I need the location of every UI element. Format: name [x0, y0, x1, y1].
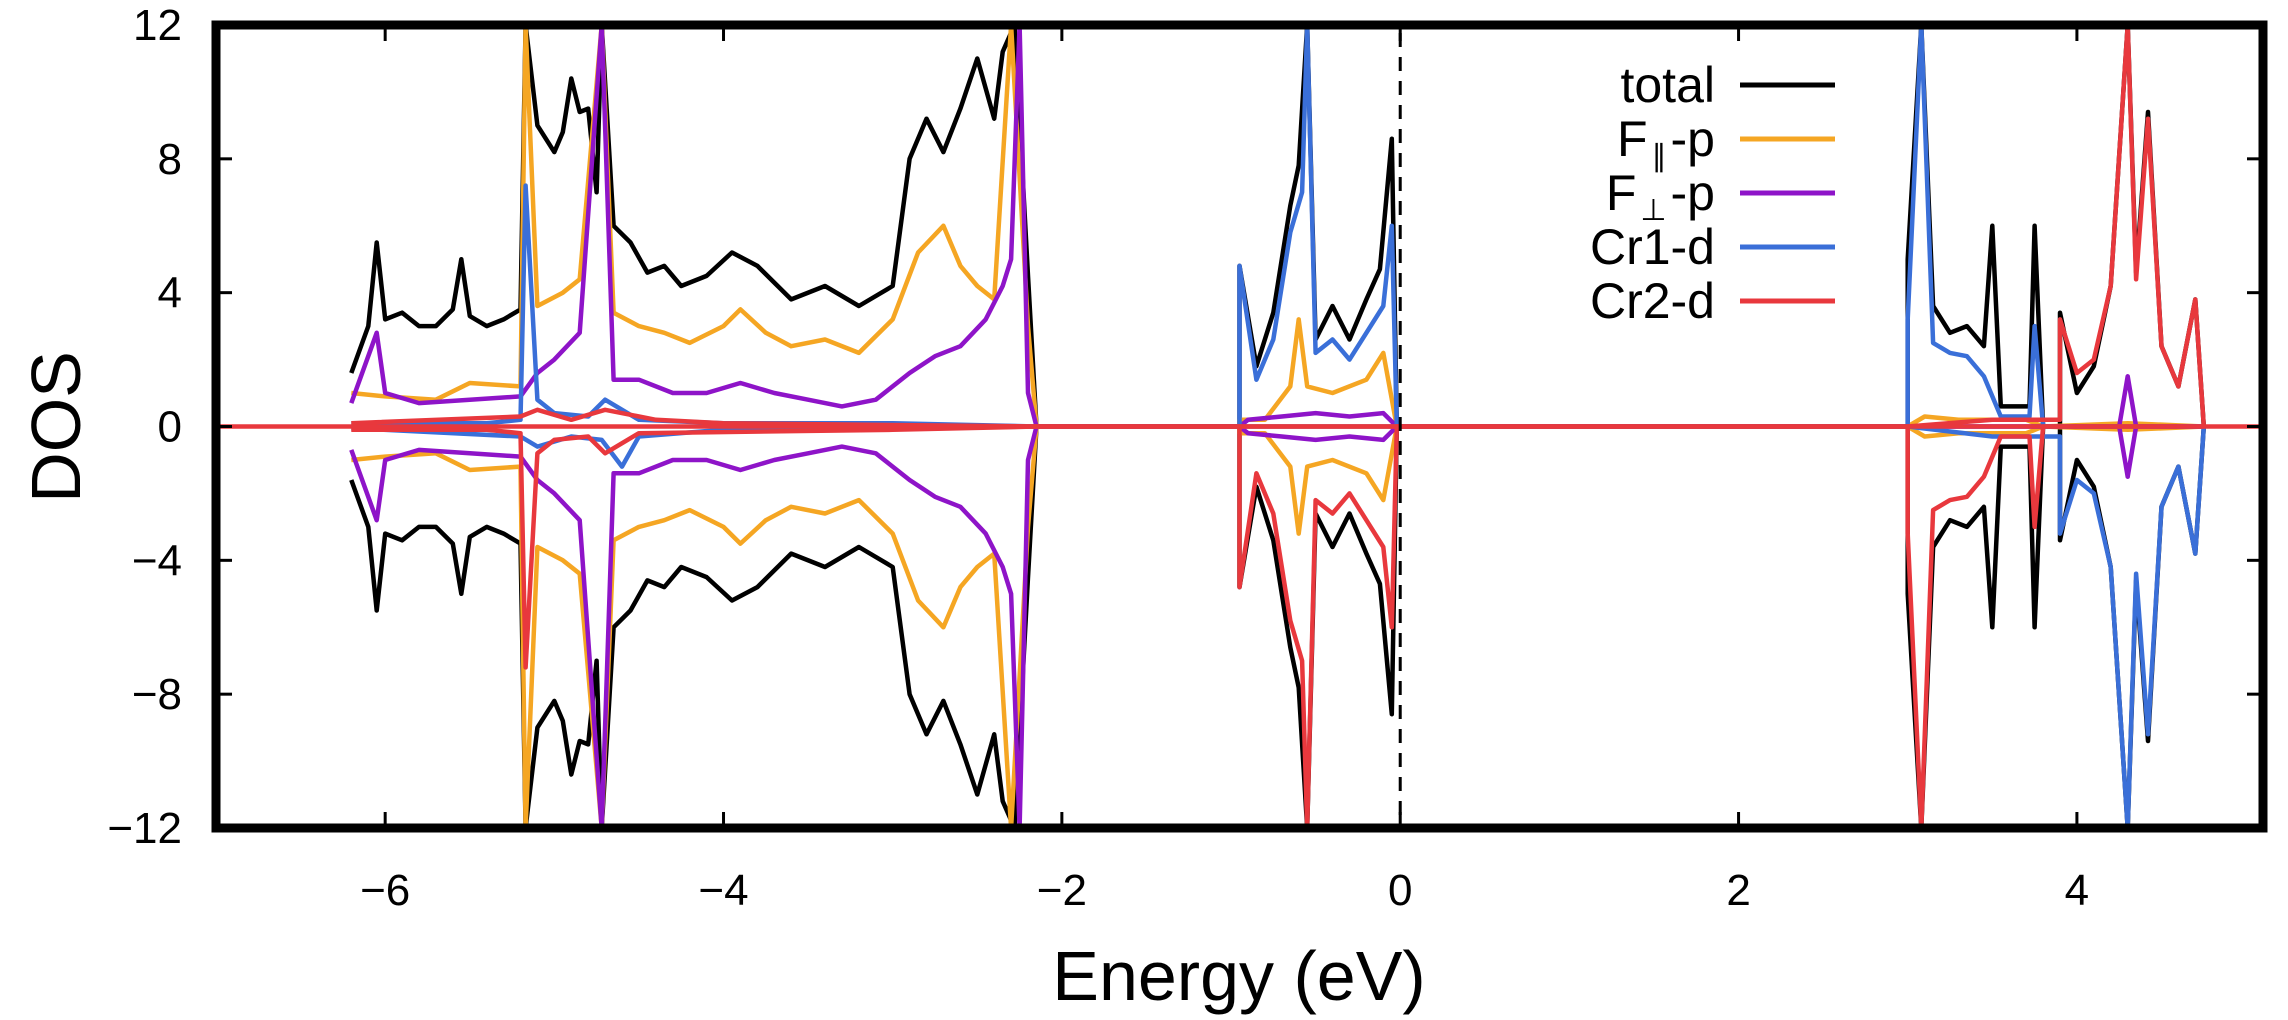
y-tick-label: −8: [132, 670, 182, 719]
legend-label-main: F: [1617, 111, 1648, 167]
series-5-spin-down-line: [351, 424, 2204, 828]
y-tick-label: 0: [158, 403, 182, 452]
legend-entry: Cr2-d: [1590, 273, 1835, 329]
legend-entry: total: [1620, 57, 1835, 113]
series-3-spin-up-line: [349, 25, 2204, 429]
y-tick-label: 4: [158, 269, 182, 318]
legend-label-subscript: ⊥: [1640, 194, 1666, 227]
axis-ticks: −6 −4 −2 0 2 4 −12 −8 −4 0 4 8 12: [107, 1, 2263, 915]
legend-label: Cr1-d: [1590, 219, 1715, 275]
legend-label: F ∥-p: [1617, 111, 1715, 173]
y-tick-label: 12: [133, 1, 182, 50]
legend-label: F ⊥-p: [1606, 165, 1715, 227]
x-tick-label: −4: [698, 866, 748, 915]
x-tick-label: −2: [1037, 866, 1087, 915]
legend-label-main: F: [1606, 165, 1637, 221]
legend-label-subscript: ∥: [1652, 140, 1667, 173]
series-5-spin-up-line: [351, 25, 2207, 429]
legend-entry: F ∥-p: [1617, 111, 1835, 173]
x-axis-title: Energy (eV): [1052, 937, 1425, 1015]
x-tick-label: 0: [1388, 866, 1412, 915]
legend-label: Cr2-d: [1590, 273, 1715, 329]
legend-label-suffix: -p: [1671, 111, 1715, 167]
series-3-spin-down-line: [349, 424, 2204, 828]
plot-area: [216, 25, 2263, 828]
y-tick-label: −12: [107, 804, 182, 853]
x-tick-label: 4: [2065, 866, 2089, 915]
legend-label: total: [1620, 57, 1715, 113]
legend-label-main: Cr2-d: [1590, 273, 1715, 329]
x-tick-label: 2: [1726, 866, 1750, 915]
legend-label-main: total: [1620, 57, 1715, 113]
legend-entry: F ⊥-p: [1606, 165, 1835, 227]
y-axis-title: DOS: [17, 351, 95, 503]
series-2-spin-down-line: [351, 424, 2204, 828]
legend-entry: Cr1-d: [1590, 219, 1835, 275]
x-tick-label: −6: [360, 866, 410, 915]
legend-label-main: Cr1-d: [1590, 219, 1715, 275]
y-tick-label: 8: [158, 135, 182, 184]
series-2-spin-up-line: [351, 25, 2204, 429]
y-tick-label: −4: [132, 536, 182, 585]
legend-label-suffix: -p: [1671, 165, 1715, 221]
